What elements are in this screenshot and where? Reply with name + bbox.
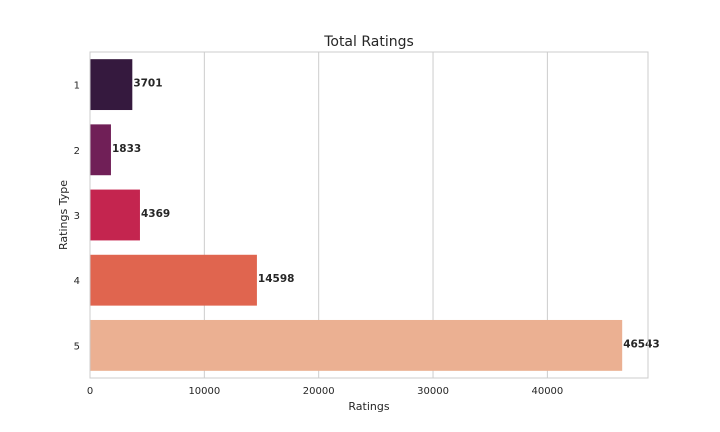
x-tick-label: 30000 — [417, 386, 449, 397]
y-tick-label: 4 — [74, 276, 80, 287]
y-tick-labels: 1 2 3 4 5 — [74, 81, 80, 353]
y-tick-label: 3 — [74, 211, 80, 222]
y-tick-label: 5 — [74, 341, 80, 352]
bar-4 — [90, 254, 257, 306]
bar-5 — [90, 319, 623, 371]
y-tick-label: 2 — [74, 146, 80, 157]
data-label-1: 3701 — [133, 78, 162, 90]
plot-frame — [89, 51, 649, 379]
bar-3 — [90, 189, 140, 241]
data-label-3: 4369 — [141, 208, 170, 220]
data-labels: 3701 1833 4369 14598 46543 — [112, 78, 660, 351]
x-axis-label: Ratings — [348, 400, 389, 413]
bar-1 — [90, 59, 133, 111]
data-label-2: 1833 — [112, 143, 141, 155]
x-tick-label: 20000 — [303, 386, 335, 397]
x-tick-label: 40000 — [531, 386, 563, 397]
x-tick-label: 10000 — [188, 386, 220, 397]
y-axis-label: Ratings Type — [57, 180, 70, 250]
x-tick-label: 0 — [87, 386, 93, 397]
bars — [90, 59, 623, 371]
data-label-5: 46543 — [623, 338, 660, 350]
chart-title: Total Ratings — [323, 34, 414, 50]
x-tick-labels: 0 10000 20000 30000 40000 — [87, 386, 563, 397]
y-tick-label: 1 — [74, 81, 80, 92]
bar-2 — [90, 124, 111, 176]
data-label-4: 14598 — [258, 273, 295, 285]
